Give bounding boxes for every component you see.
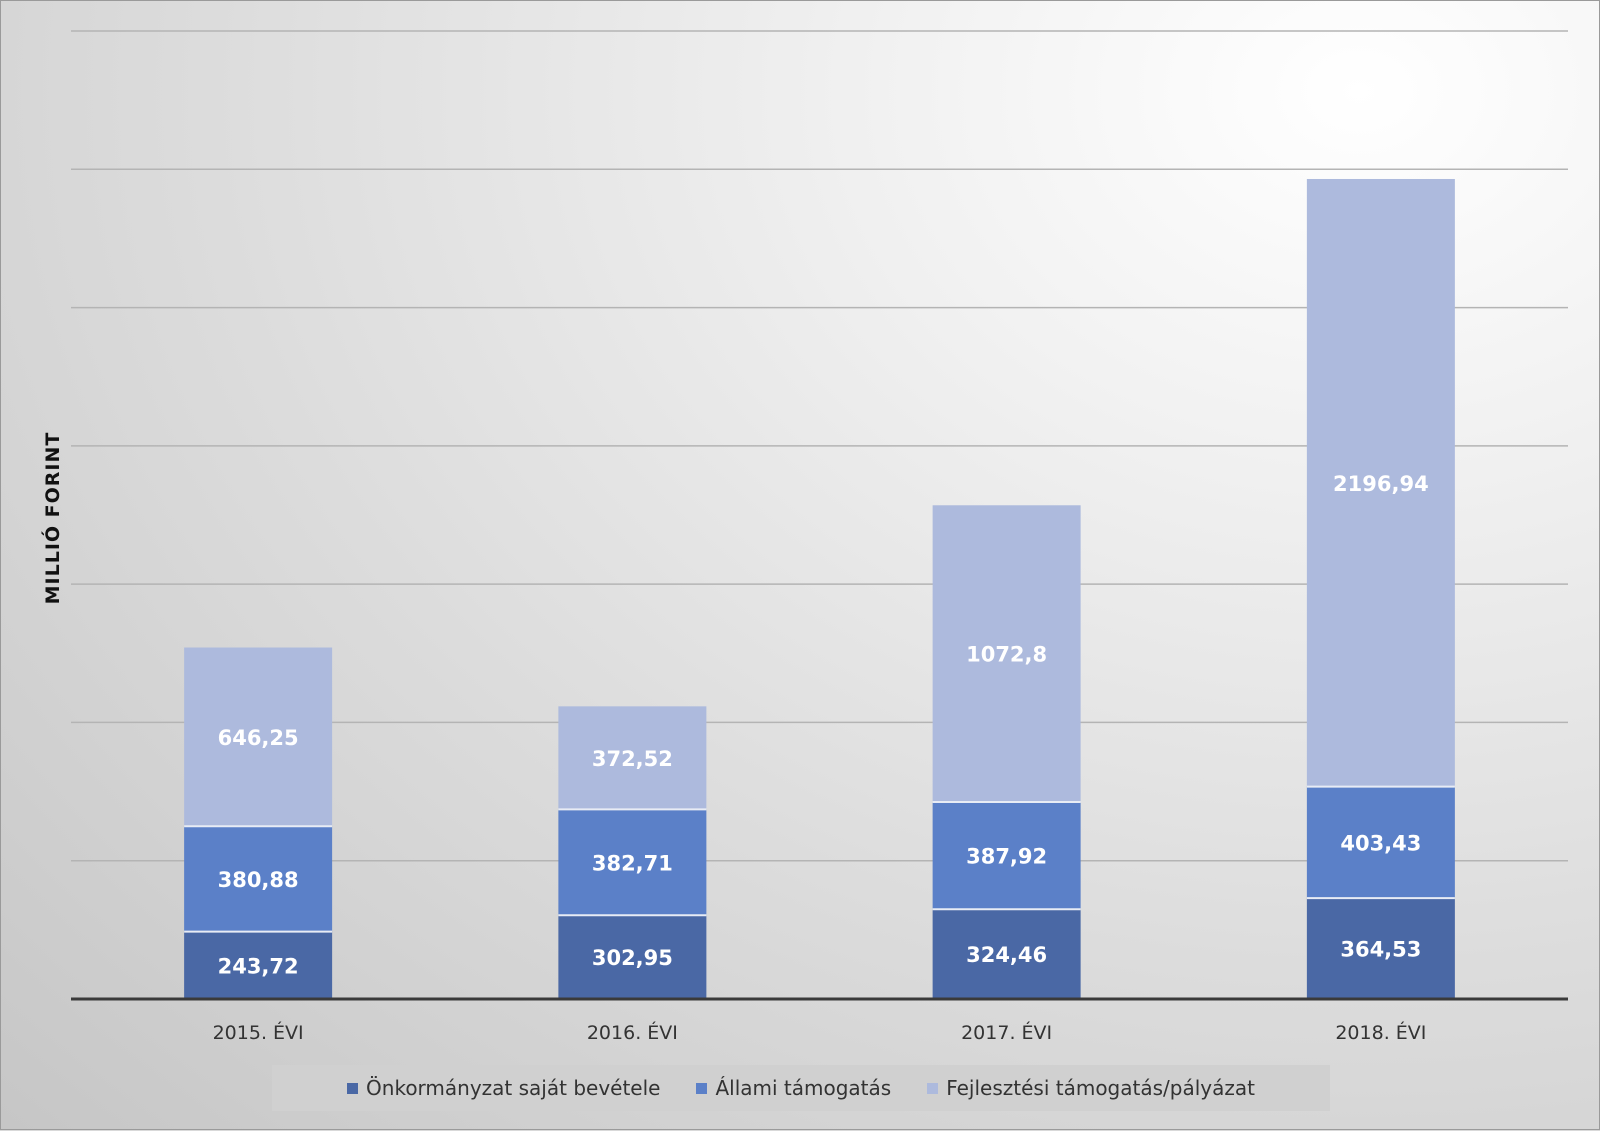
legend-label: Önkormányzat saját bevétele [366,1076,661,1100]
x-tick-label: 2018. ÉVI [1335,1021,1426,1044]
bar-segment [932,909,1081,999]
data-label: 382,71 [592,851,673,875]
legend-item: Önkormányzat saját bevétele [347,1076,660,1100]
data-label: 380,88 [218,868,299,892]
data-label: 1072,8 [966,643,1047,667]
legend-item: Állami támogatás [696,1076,891,1100]
x-tick-label: 2016. ÉVI [587,1021,678,1044]
data-label: 302,95 [592,946,673,970]
data-label: 2196,94 [1333,472,1429,496]
data-label: 403,43 [1340,831,1421,855]
data-label: 372,52 [592,747,673,771]
bar-segment [184,647,333,827]
bar-segment [1306,178,1455,787]
legend: Önkormányzat saját bevétele Állami támoga… [272,1065,1330,1111]
legend-swatch [927,1082,939,1094]
bar-segment [558,809,707,916]
legend-item: Fejlesztési támogatás/pályázat [927,1076,1255,1100]
legend-swatch [696,1082,708,1094]
data-label: 646,25 [218,726,299,750]
bar-segment [558,915,707,999]
legend-swatch [347,1082,359,1094]
legend-label: Fejlesztési támogatás/pályázat [946,1076,1255,1100]
x-tick-label: 2015. ÉVI [213,1021,304,1044]
y-axis-label: MILLIÓ FORINT [40,432,64,605]
bar-segment [1306,786,1455,899]
data-label: 387,92 [966,845,1047,869]
bar-segment [184,826,333,932]
x-tick-label: 2017. ÉVI [961,1021,1052,1044]
data-label: 364,53 [1340,938,1421,962]
bar-segment [184,931,333,999]
bar-segment [932,801,1081,910]
legend-label: Állami támogatás [715,1076,892,1100]
bar-segment [932,505,1081,802]
bar-segment [558,706,707,810]
data-label: 324,46 [966,943,1047,967]
bar-segment [1306,898,1455,999]
data-label: 243,72 [218,954,299,978]
